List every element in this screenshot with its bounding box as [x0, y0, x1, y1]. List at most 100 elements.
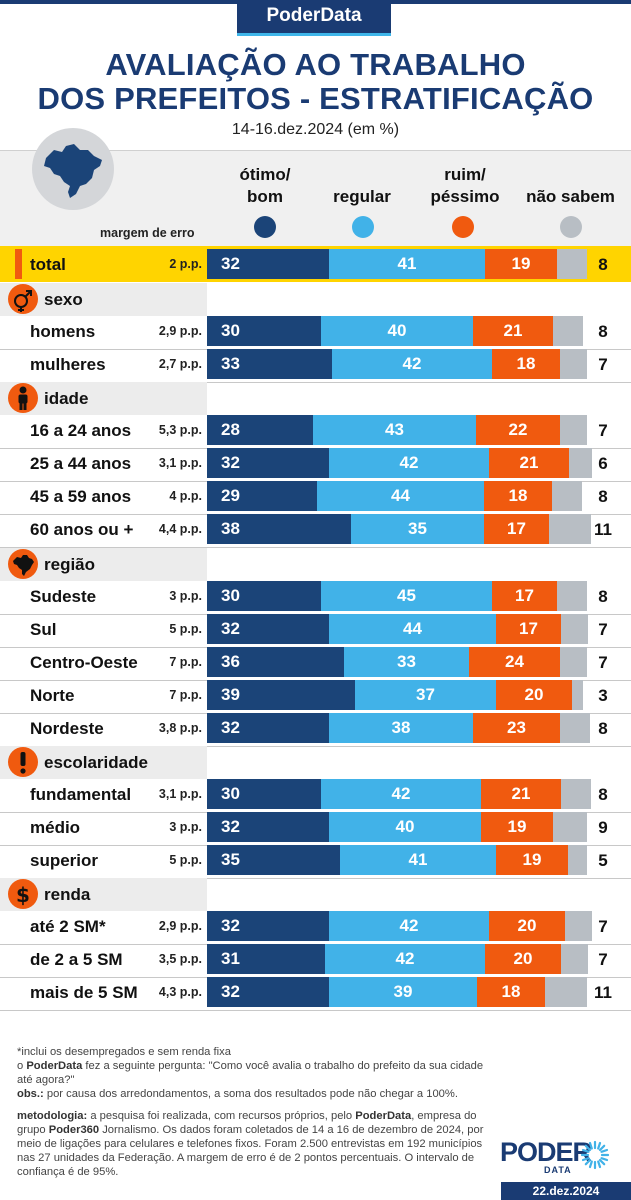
bar-value-label: 28 — [221, 420, 240, 439]
publication-date: 22.dez.2024 — [501, 1182, 631, 1200]
bar-segment — [545, 977, 587, 1007]
bar-segment — [557, 581, 587, 611]
row-label: superior — [30, 851, 99, 870]
bar-value-label: 42 — [391, 784, 411, 803]
row-margin: 5 p.p. — [169, 853, 202, 867]
bar-segment — [207, 415, 313, 445]
bar-value-label: 31 — [221, 949, 240, 968]
bar-value-label: 21 — [511, 784, 531, 803]
bar-segment — [207, 481, 317, 511]
row-label: fundamental — [30, 785, 132, 804]
page-title: AVALIAÇÃO AO TRABALHO DOS PREFEITOS - ES… — [0, 48, 631, 116]
bar-value-label: 32 — [221, 718, 240, 737]
bar-value-label: 43 — [385, 420, 404, 439]
bar-segment — [557, 249, 587, 279]
bar-segment — [329, 614, 496, 644]
bar-value-label: 30 — [221, 586, 240, 605]
legend-nao-sabem: não sabem — [526, 187, 615, 206]
bar-segment — [321, 316, 473, 346]
bar-value-label: 32 — [221, 817, 240, 836]
nao-sabem-value: 9 — [598, 818, 608, 837]
bar-value-label: 40 — [395, 817, 415, 836]
legend-dot-nao-sabem — [560, 216, 582, 238]
row-margin: 7 p.p. — [169, 655, 202, 669]
bar-segment — [496, 680, 572, 710]
bar-segment — [207, 845, 340, 875]
bar-value-label: 35 — [221, 850, 240, 869]
row-margin: 5,3 p.p. — [158, 423, 202, 437]
bar-segment — [568, 845, 587, 875]
nao-sabem-value: 8 — [598, 719, 608, 738]
row-margin: 4 p.p. — [169, 489, 202, 503]
bar-value-label: 17 — [515, 586, 534, 605]
bar-value-label: 17 — [519, 619, 538, 638]
bar-segment — [492, 349, 560, 379]
legend-regular: regular — [333, 187, 391, 206]
legend-dot-regular — [352, 216, 374, 238]
bar-value-label: 42 — [399, 453, 419, 472]
brazil-map-icon — [32, 128, 114, 210]
nao-sabem-value: 7 — [598, 620, 608, 639]
bar-segment — [332, 349, 492, 379]
bar-segment — [549, 514, 591, 544]
bar-segment — [321, 581, 492, 611]
row-label: Centro-Oeste — [30, 653, 138, 672]
bar-value-label: 23 — [507, 718, 526, 737]
bar-segment — [207, 944, 325, 974]
row-margin: 7 p.p. — [169, 688, 202, 702]
page-subtitle: 14-16.dez.2024 (em %) — [231, 121, 400, 138]
row-label: mais de 5 SM — [30, 983, 138, 1002]
bar-segment — [207, 680, 355, 710]
row-margin: 2,9 p.p. — [158, 919, 202, 933]
nao-sabem-value: 8 — [598, 487, 608, 506]
bar-segment — [207, 581, 321, 611]
row-label: 45 a 59 anos — [30, 487, 132, 506]
bar-value-label: 41 — [408, 850, 428, 869]
footnote-methodology: metodologia: a pesquisa foi realizada, c… — [17, 1110, 484, 1178]
bar-value-label: 21 — [503, 321, 523, 340]
logo-burst-icon — [580, 1140, 610, 1170]
poderdata-logo: PODER DATA — [500, 1138, 610, 1178]
nao-sabem-value: 5 — [598, 851, 608, 870]
nao-sabem-value: 7 — [598, 653, 608, 672]
bar-segment — [344, 647, 469, 677]
bar-value-label: 24 — [505, 652, 524, 671]
bar-value-label: 32 — [221, 916, 240, 935]
bar-value-label: 38 — [391, 718, 411, 737]
bar-value-label: 36 — [221, 652, 240, 671]
bar-value-label: 21 — [519, 453, 539, 472]
bar-value-label: 37 — [416, 685, 435, 704]
bar-segment — [496, 845, 568, 875]
bar-value-label: 19 — [507, 817, 527, 836]
row-margin: 3,8 p.p. — [158, 721, 202, 735]
row-label: 25 a 44 anos — [30, 454, 132, 473]
legend-dot-ruim-pessimo — [452, 216, 474, 238]
nao-sabem-value: 8 — [598, 322, 608, 341]
row-divider — [0, 547, 631, 548]
bar-segment — [329, 249, 485, 279]
bar-value-label: 32 — [221, 982, 240, 1001]
bar-value-label: 44 — [391, 486, 410, 505]
row-divider — [0, 382, 631, 383]
bar-segment — [561, 614, 588, 644]
bar-segment — [560, 713, 590, 743]
row-label: 60 anos ou + — [30, 520, 134, 539]
row-margin: 3,1 p.p. — [158, 456, 202, 470]
row-label: 16 a 24 anos — [30, 421, 132, 440]
bar-segment — [572, 680, 583, 710]
row-divider — [0, 878, 631, 879]
footnote-question: o PoderData fez a seguinte pergunta: "Co… — [17, 1060, 484, 1086]
bar-segment — [325, 944, 485, 974]
bar-value-label: 32 — [221, 619, 240, 638]
bar-segment — [553, 316, 583, 346]
bar-segment — [321, 779, 481, 809]
bar-segment — [329, 911, 489, 941]
row-margin: 3 p.p. — [169, 589, 202, 603]
bar-segment — [484, 481, 552, 511]
bar-value-label: 45 — [397, 586, 416, 605]
bar-segment — [355, 680, 496, 710]
bar-value-label: 30 — [221, 784, 240, 803]
bar-value-label: 18 — [501, 982, 521, 1001]
bar-segment — [329, 977, 477, 1007]
bar-segment — [329, 812, 481, 842]
